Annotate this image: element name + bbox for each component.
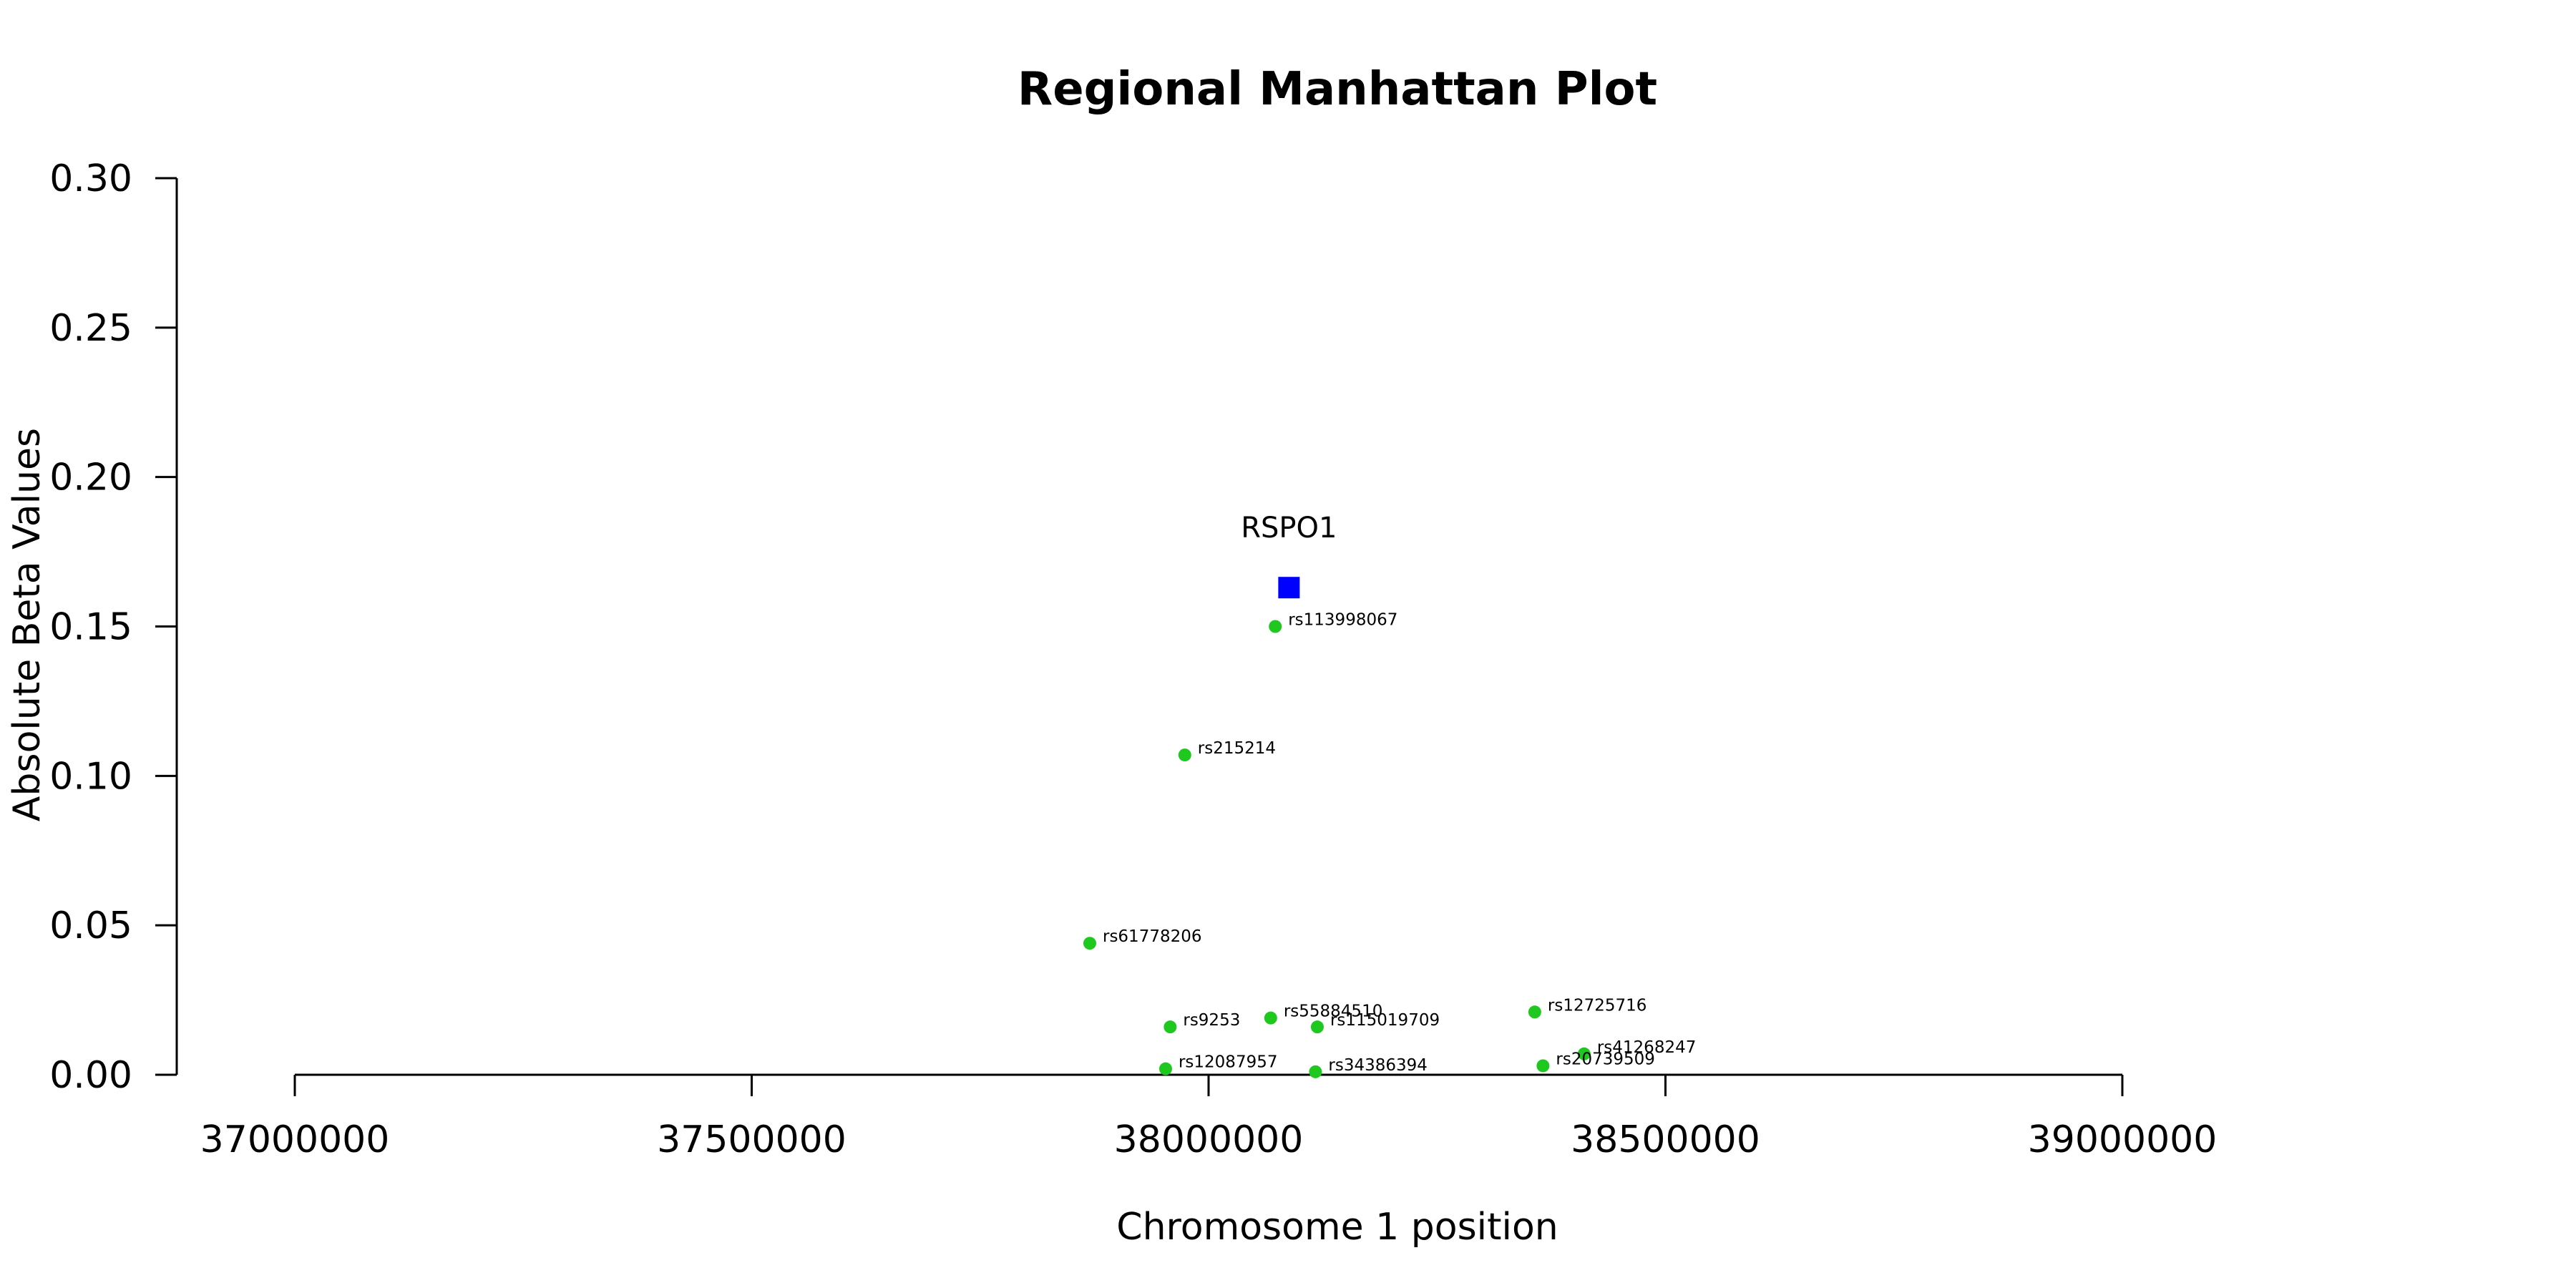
y-tick-label: 0.15 [49, 606, 132, 649]
snp-point [1309, 1065, 1322, 1078]
x-tick-label: 39000000 [2028, 1118, 2218, 1161]
snp-point [1083, 937, 1096, 950]
chart-title: Regional Manhattan Plot [1018, 63, 1657, 116]
gene-label: RSPO1 [1241, 512, 1337, 545]
snp-point [1264, 1011, 1277, 1025]
snp-label: rs20739509 [1556, 1050, 1655, 1068]
y-tick-label: 0.20 [49, 457, 132, 499]
snp-label: rs9253 [1183, 1011, 1240, 1030]
snp-point [1178, 748, 1191, 762]
snp-point [1577, 1047, 1591, 1060]
x-tick-label: 38500000 [1571, 1118, 1760, 1161]
snp-label: rs12725716 [1548, 996, 1647, 1015]
x-tick-label: 37500000 [657, 1118, 847, 1161]
snp-point [1310, 1020, 1324, 1034]
data-points: rs113998067 rs215214 rs61778206 rs9253 rs558… [1083, 512, 1696, 1078]
x-axis: 37000000 37500000 38000000 38500000 39000000 [200, 1073, 2218, 1161]
y-axis: 0.00 0.05 0.10 0.15 0.20 0.25 0.30 [49, 157, 178, 1097]
y-tick-label: 0.10 [49, 755, 132, 798]
snp-label: rs215214 [1198, 739, 1276, 758]
snp-label: rs34386394 [1328, 1056, 1428, 1075]
x-tick-label: 37000000 [200, 1118, 390, 1161]
snp-point [1158, 1062, 1172, 1075]
x-axis-label: Chromosome 1 position [1116, 1206, 1558, 1249]
y-tick-label: 0.25 [49, 307, 132, 350]
snp-label: rs41268247 [1597, 1038, 1697, 1057]
y-axis-label: Absolute Beta Values [6, 428, 49, 821]
snp-point [1528, 1005, 1541, 1019]
snp-point [1163, 1020, 1177, 1034]
snp-point [1269, 620, 1282, 633]
x-tick-label: 38000000 [1114, 1118, 1304, 1161]
y-tick-label: 0.05 [49, 904, 132, 947]
snp-point [1536, 1059, 1550, 1073]
snp-label: rs12087957 [1179, 1053, 1278, 1072]
snp-label: rs113998067 [1288, 611, 1397, 630]
y-tick-label: 0.00 [49, 1054, 132, 1097]
snp-label: rs55884510 [1284, 1002, 1383, 1021]
snp-label: rs61778206 [1103, 927, 1202, 946]
snp-label: rs115019709 [1330, 1011, 1440, 1030]
y-tick-label: 0.30 [49, 157, 132, 200]
gene-marker [1278, 577, 1300, 599]
